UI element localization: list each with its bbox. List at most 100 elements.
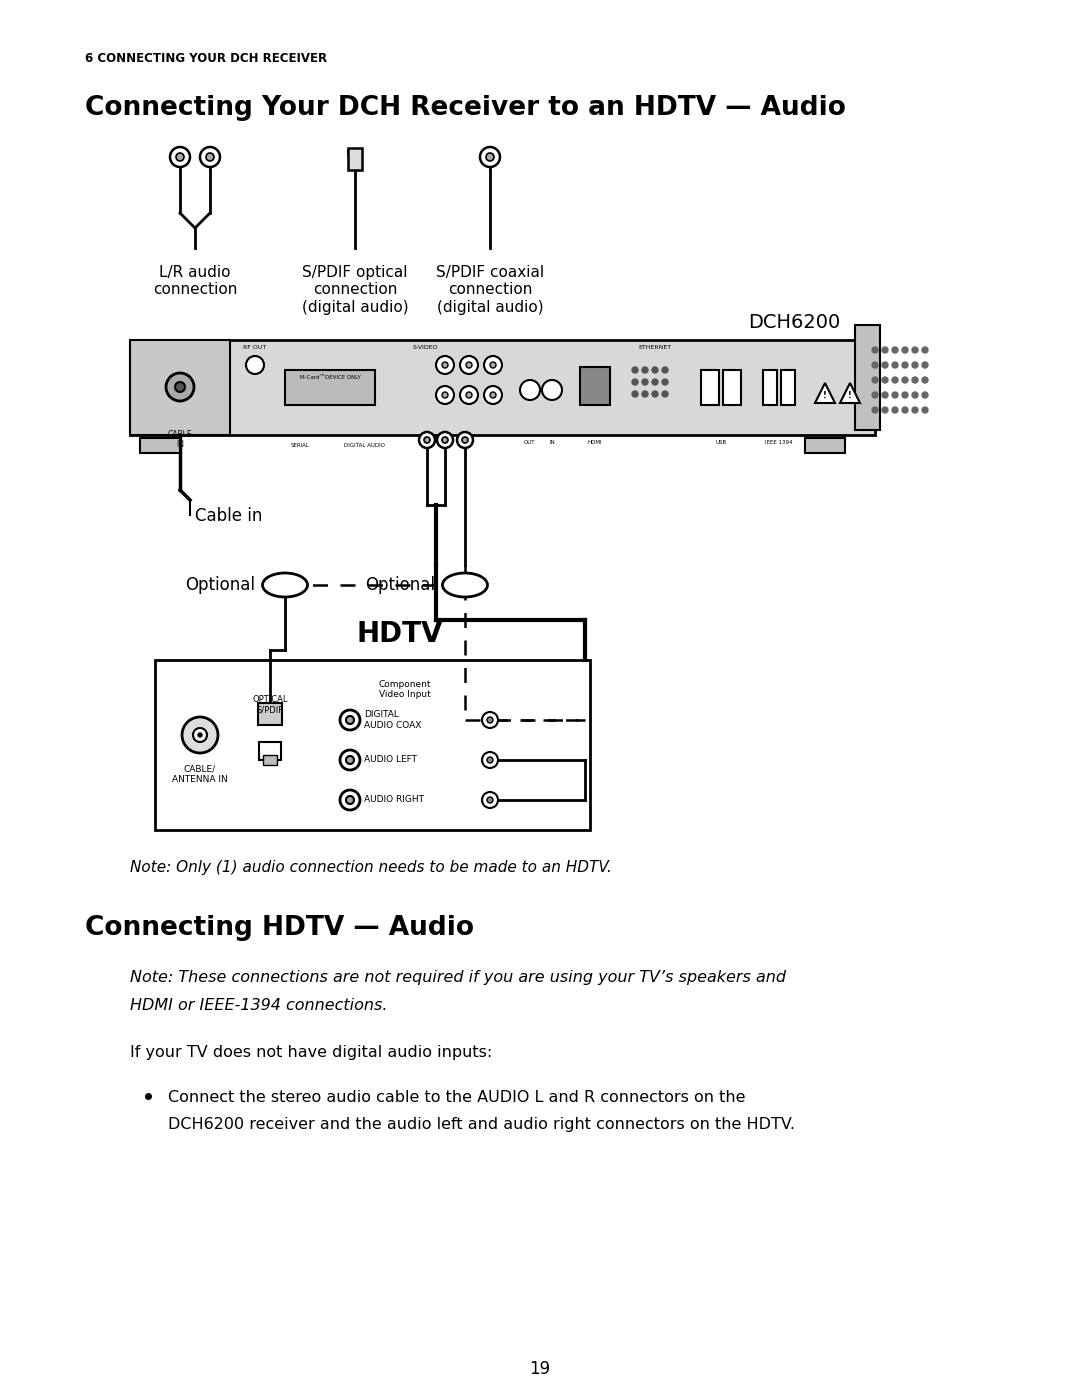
Text: OPTICAL
S/PDIF: OPTICAL S/PDIF bbox=[253, 694, 287, 714]
Circle shape bbox=[419, 432, 435, 448]
Circle shape bbox=[340, 789, 360, 810]
Circle shape bbox=[892, 407, 897, 414]
Circle shape bbox=[882, 346, 888, 353]
Text: HDMI or IEEE-1394 connections.: HDMI or IEEE-1394 connections. bbox=[130, 997, 388, 1013]
Circle shape bbox=[340, 710, 360, 731]
Circle shape bbox=[480, 147, 500, 168]
Circle shape bbox=[490, 393, 496, 398]
Circle shape bbox=[175, 381, 185, 393]
Circle shape bbox=[872, 407, 878, 414]
Circle shape bbox=[462, 437, 468, 443]
Bar bbox=[156, 659, 590, 830]
Text: SERIAL: SERIAL bbox=[291, 443, 310, 448]
Circle shape bbox=[484, 386, 502, 404]
Circle shape bbox=[882, 393, 888, 398]
Circle shape bbox=[902, 393, 908, 398]
Circle shape bbox=[892, 377, 897, 383]
Text: 6 CONNECTING YOUR DCH RECEIVER: 6 CONNECTING YOUR DCH RECEIVER bbox=[85, 52, 327, 66]
Text: DIGITAL AUDIO: DIGITAL AUDIO bbox=[345, 443, 386, 448]
Bar bbox=[140, 439, 180, 453]
Text: Component
Video Input: Component Video Input bbox=[379, 680, 431, 700]
Circle shape bbox=[346, 796, 354, 805]
Circle shape bbox=[340, 750, 360, 770]
Text: DIGITAL
AUDIO COAX: DIGITAL AUDIO COAX bbox=[364, 710, 421, 729]
Circle shape bbox=[193, 728, 207, 742]
Circle shape bbox=[206, 154, 214, 161]
Circle shape bbox=[922, 346, 928, 353]
Text: CABLE
IN: CABLE IN bbox=[167, 430, 192, 450]
Circle shape bbox=[176, 154, 184, 161]
Text: IEEE 1394: IEEE 1394 bbox=[766, 440, 793, 446]
Text: Note: Only (1) audio connection needs to be made to an HDTV.: Note: Only (1) audio connection needs to… bbox=[130, 861, 612, 875]
Circle shape bbox=[912, 362, 918, 367]
Circle shape bbox=[465, 393, 472, 398]
Circle shape bbox=[460, 356, 478, 374]
Bar bbox=[348, 148, 362, 170]
Circle shape bbox=[892, 393, 897, 398]
Text: OUT: OUT bbox=[524, 440, 536, 446]
Circle shape bbox=[912, 346, 918, 353]
Circle shape bbox=[872, 346, 878, 353]
Circle shape bbox=[662, 391, 669, 397]
Circle shape bbox=[882, 377, 888, 383]
Text: RF OUT: RF OUT bbox=[243, 345, 267, 351]
Circle shape bbox=[465, 362, 472, 367]
Bar bbox=[285, 370, 375, 405]
Ellipse shape bbox=[443, 573, 487, 597]
Text: S/PDIF optical
connection
(digital audio): S/PDIF optical connection (digital audio… bbox=[301, 265, 408, 314]
Circle shape bbox=[490, 362, 496, 367]
Circle shape bbox=[922, 377, 928, 383]
Circle shape bbox=[642, 379, 648, 386]
Bar bbox=[723, 370, 741, 405]
Circle shape bbox=[487, 757, 492, 763]
Text: S/PDIF coaxial
connection
(digital audio): S/PDIF coaxial connection (digital audio… bbox=[436, 265, 544, 314]
Circle shape bbox=[346, 756, 354, 764]
Circle shape bbox=[170, 147, 190, 168]
Bar bbox=[701, 370, 719, 405]
Text: Optional: Optional bbox=[365, 576, 435, 594]
Circle shape bbox=[922, 407, 928, 414]
Bar bbox=[580, 367, 610, 405]
Circle shape bbox=[482, 712, 498, 728]
Text: Connect the stereo audio cable to the AUDIO L and R connectors on the: Connect the stereo audio cable to the AU… bbox=[168, 1090, 745, 1105]
Circle shape bbox=[460, 386, 478, 404]
Circle shape bbox=[442, 393, 448, 398]
Text: M-Card™DEVICE ONLY: M-Card™DEVICE ONLY bbox=[299, 374, 361, 380]
Circle shape bbox=[872, 362, 878, 367]
Bar bbox=[130, 339, 875, 434]
Circle shape bbox=[652, 391, 658, 397]
Circle shape bbox=[892, 362, 897, 367]
Circle shape bbox=[922, 362, 928, 367]
Circle shape bbox=[542, 380, 562, 400]
Polygon shape bbox=[840, 383, 860, 402]
Circle shape bbox=[519, 380, 540, 400]
Circle shape bbox=[652, 367, 658, 373]
Circle shape bbox=[482, 752, 498, 768]
Bar bbox=[258, 703, 282, 725]
Circle shape bbox=[892, 346, 897, 353]
Circle shape bbox=[436, 386, 454, 404]
Circle shape bbox=[662, 379, 669, 386]
Circle shape bbox=[912, 407, 918, 414]
Bar bbox=[264, 754, 276, 766]
Text: IN: IN bbox=[549, 440, 555, 446]
Circle shape bbox=[346, 717, 354, 724]
Circle shape bbox=[872, 377, 878, 383]
Circle shape bbox=[652, 379, 658, 386]
Circle shape bbox=[442, 437, 448, 443]
Bar bbox=[762, 370, 777, 405]
Text: USB: USB bbox=[715, 440, 727, 446]
Circle shape bbox=[642, 391, 648, 397]
Text: CABLE/
ANTENNA IN: CABLE/ ANTENNA IN bbox=[172, 766, 228, 784]
Circle shape bbox=[902, 346, 908, 353]
Circle shape bbox=[872, 393, 878, 398]
Bar bbox=[130, 339, 230, 434]
Text: Connecting Your DCH Receiver to an HDTV — Audio: Connecting Your DCH Receiver to an HDTV … bbox=[85, 95, 846, 122]
Text: HDMI: HDMI bbox=[588, 440, 603, 446]
Circle shape bbox=[183, 717, 218, 753]
Text: Note: These connections are not required if you are using your TV’s speakers and: Note: These connections are not required… bbox=[130, 970, 786, 985]
Circle shape bbox=[484, 356, 502, 374]
Circle shape bbox=[424, 437, 430, 443]
Bar bbox=[805, 439, 845, 453]
Text: AUDIO RIGHT: AUDIO RIGHT bbox=[364, 795, 424, 805]
